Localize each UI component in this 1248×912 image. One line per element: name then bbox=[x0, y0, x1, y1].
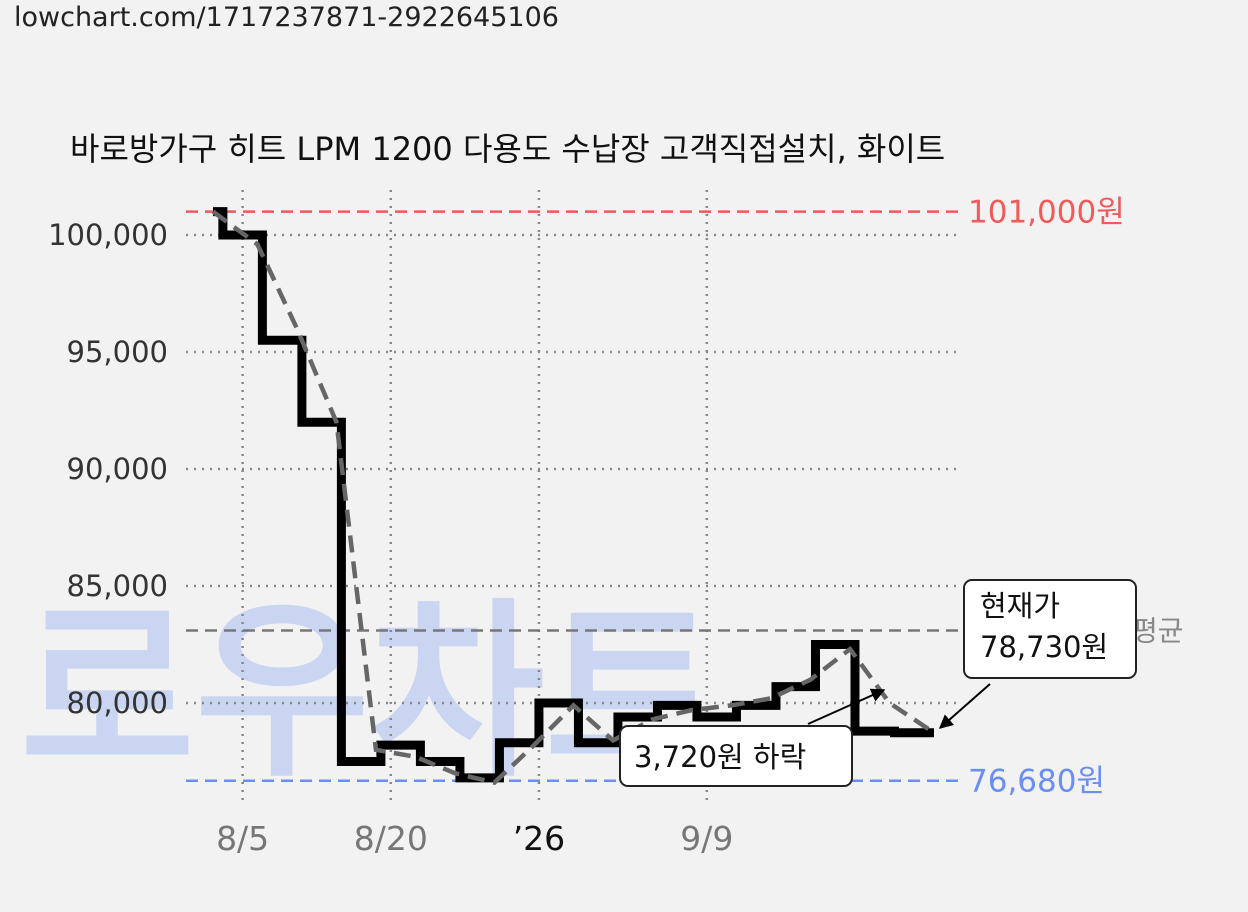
series-layer bbox=[211, 207, 936, 786]
y-tick-label: 90,000 bbox=[67, 452, 168, 486]
y-tick-label: 100,000 bbox=[48, 218, 168, 252]
source-url: lowchart.com/1717237871-2922645106 bbox=[14, 2, 559, 33]
y-tick-label: 95,000 bbox=[67, 335, 168, 369]
y-tick-label: 85,000 bbox=[67, 569, 168, 603]
ref-label-max: 101,000원 bbox=[968, 195, 1125, 231]
y-tick-label: 80,000 bbox=[67, 686, 168, 720]
current-price-arrow bbox=[938, 683, 991, 729]
price-change-box bbox=[619, 725, 853, 787]
y-axis-ticks: 80,000 85,000 90,000 95,000 100,000 bbox=[48, 218, 168, 720]
current-price-box bbox=[963, 579, 1137, 679]
x-tick-label: ’26 bbox=[513, 819, 565, 858]
ref-label-min: 76,680원 bbox=[968, 764, 1105, 800]
reference-lines: 101,000원 76,680원 평균 bbox=[186, 195, 1184, 800]
ref-label-avg: 평균 bbox=[1132, 614, 1184, 647]
price-change-arrow bbox=[807, 688, 886, 725]
price-step-line bbox=[213, 207, 934, 783]
x-tick-label: 9/9 bbox=[680, 819, 733, 858]
grid-lines bbox=[186, 190, 960, 800]
annotations: 현재가 78,730원 3,720원 하락 bbox=[619, 579, 1137, 787]
trend-dashed-line bbox=[211, 209, 936, 786]
current-price-value: 78,730원 bbox=[980, 630, 1108, 664]
x-axis-ticks: 8/5 8/20 ’26 9/9 bbox=[216, 819, 733, 858]
x-tick-label: 8/5 bbox=[216, 819, 269, 858]
current-price-label: 현재가 bbox=[980, 589, 1060, 623]
price-change-label: 3,720원 하락 bbox=[634, 740, 806, 774]
x-tick-label: 8/20 bbox=[354, 819, 428, 858]
chart-title: 바로방가구 히트 LPM 1200 다용도 수납장 고객직접설치, 화이트 bbox=[70, 130, 945, 168]
